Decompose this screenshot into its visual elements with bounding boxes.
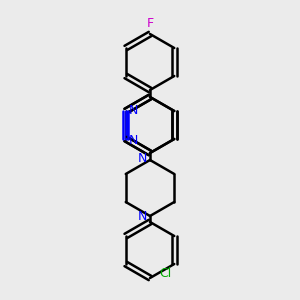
Text: Cl: Cl (159, 267, 171, 280)
Text: N: N (138, 152, 147, 166)
Text: N: N (138, 211, 147, 224)
Text: N: N (129, 134, 138, 146)
Text: F: F (146, 17, 154, 30)
Text: N: N (129, 103, 138, 116)
